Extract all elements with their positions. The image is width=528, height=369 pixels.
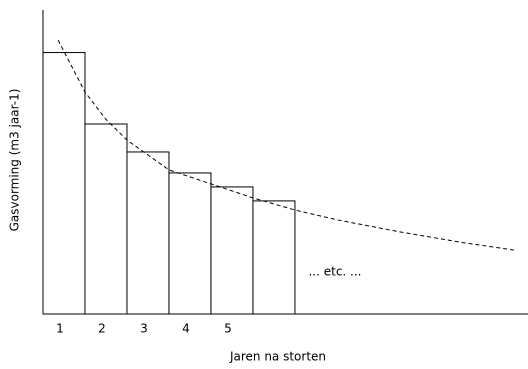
x-tick-label: 4 (182, 322, 190, 336)
bar (210, 186, 254, 315)
bar (126, 151, 170, 315)
x-axis-label: Jaren na storten (229, 350, 326, 364)
x-tick-label: 3 (140, 322, 148, 336)
y-axis-label: Gasvorming (m3 jaar-1) (8, 89, 22, 232)
annotation: ... etc. ... (308, 265, 361, 279)
x-tick-label: 1 (56, 322, 64, 336)
curve (57, 39, 516, 251)
x-tick-label: 2 (98, 322, 106, 336)
bar (252, 200, 296, 315)
bar (42, 52, 86, 315)
bar (168, 172, 212, 315)
bar (84, 123, 128, 315)
x-tick-label: 5 (224, 322, 232, 336)
